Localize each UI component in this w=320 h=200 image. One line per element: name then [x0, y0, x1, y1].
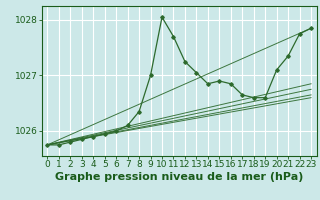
X-axis label: Graphe pression niveau de la mer (hPa): Graphe pression niveau de la mer (hPa)	[55, 172, 303, 182]
